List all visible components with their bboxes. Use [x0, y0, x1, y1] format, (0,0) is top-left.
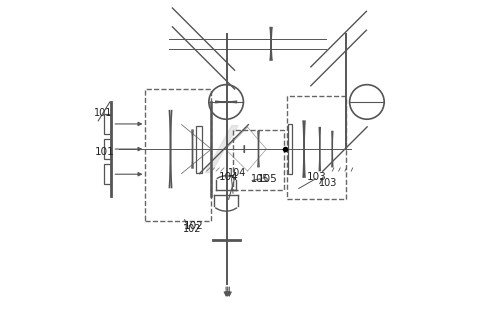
Bar: [196, 126, 201, 173]
Bar: [104, 164, 111, 184]
Text: 103: 103: [307, 172, 327, 182]
Text: 101: 101: [94, 108, 112, 118]
Bar: [104, 114, 111, 134]
Text: 102: 102: [183, 224, 201, 234]
Bar: [146, 89, 211, 221]
Text: 101: 101: [95, 147, 114, 157]
Text: 102: 102: [184, 221, 204, 231]
Text: 105: 105: [250, 174, 269, 184]
Bar: [233, 130, 284, 190]
Text: 104: 104: [219, 172, 239, 182]
Text: 104: 104: [228, 168, 247, 178]
Text: 105: 105: [258, 174, 278, 184]
Bar: [287, 96, 346, 199]
Bar: [104, 139, 111, 159]
Polygon shape: [205, 126, 238, 173]
Text: 103: 103: [319, 178, 337, 188]
Bar: [288, 124, 292, 174]
